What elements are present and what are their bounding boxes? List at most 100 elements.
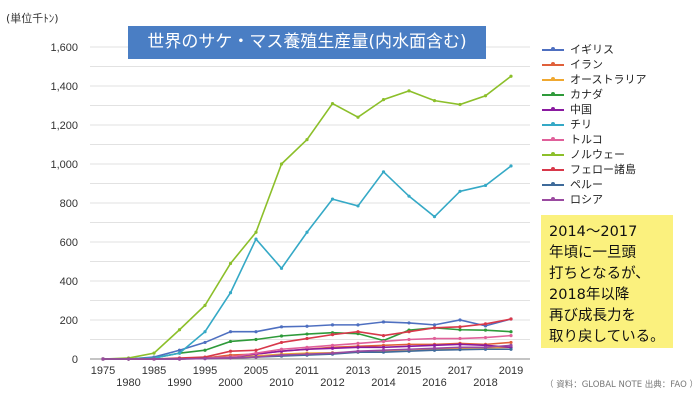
data-point bbox=[509, 334, 513, 338]
data-point bbox=[483, 345, 488, 349]
legend-item: オーストラリア bbox=[542, 72, 646, 87]
data-point bbox=[509, 343, 513, 347]
data-point bbox=[203, 348, 207, 352]
legend-swatch bbox=[542, 152, 564, 156]
data-point bbox=[407, 321, 411, 325]
x-tick-label: 1995 bbox=[193, 365, 217, 377]
data-point bbox=[254, 355, 258, 359]
data-point bbox=[279, 353, 284, 357]
data-point bbox=[126, 357, 131, 361]
data-point bbox=[509, 317, 513, 321]
source-note: （ 資料：GLOBAL NOTE 出典：FAO ） bbox=[545, 380, 698, 390]
data-point bbox=[254, 237, 258, 241]
x-tick-label: 2015 bbox=[397, 365, 421, 377]
legend-item: イラン bbox=[542, 57, 646, 72]
data-point bbox=[381, 320, 386, 324]
y-tick-label: 1,400 bbox=[50, 81, 78, 93]
legend-label: 中国 bbox=[570, 103, 592, 116]
data-point bbox=[356, 345, 360, 349]
x-tick-label: 2016 bbox=[422, 377, 446, 389]
data-point bbox=[407, 89, 411, 93]
data-point bbox=[458, 328, 462, 332]
y-tick-label: 1,200 bbox=[50, 120, 78, 132]
data-point bbox=[305, 324, 309, 328]
data-point bbox=[407, 194, 411, 198]
data-point bbox=[305, 352, 309, 356]
data-point bbox=[432, 215, 437, 219]
legend-label: ロシア bbox=[570, 193, 603, 206]
legend-item: イギリス bbox=[542, 42, 646, 57]
data-point bbox=[305, 332, 309, 336]
data-point bbox=[407, 344, 411, 348]
data-point bbox=[458, 318, 462, 322]
legend-swatch bbox=[542, 107, 564, 111]
x-tick-label: 2012 bbox=[320, 377, 344, 389]
data-point bbox=[228, 339, 233, 344]
data-point bbox=[356, 349, 360, 353]
legend-swatch bbox=[542, 92, 564, 96]
y-tick-label: 1,000 bbox=[50, 159, 78, 171]
data-point bbox=[254, 351, 258, 355]
data-point bbox=[381, 334, 386, 338]
data-point bbox=[483, 322, 488, 326]
data-point bbox=[432, 99, 437, 103]
data-point bbox=[330, 197, 335, 201]
data-point bbox=[509, 340, 513, 345]
data-point bbox=[330, 333, 335, 337]
data-point bbox=[228, 356, 233, 360]
data-point bbox=[407, 337, 411, 342]
data-point bbox=[432, 346, 437, 350]
legend-swatch bbox=[542, 62, 564, 66]
data-point bbox=[279, 334, 284, 338]
legend-item: 中国 bbox=[542, 102, 646, 117]
data-point bbox=[152, 351, 156, 355]
legend-item: ペルー bbox=[542, 177, 646, 192]
x-tick-label: 2018 bbox=[473, 377, 497, 389]
data-point bbox=[483, 183, 488, 188]
legend-label: ペルー bbox=[570, 178, 603, 191]
legend-item: カナダ bbox=[542, 87, 646, 102]
data-point bbox=[254, 330, 258, 334]
data-point bbox=[483, 335, 488, 340]
data-point bbox=[509, 164, 513, 168]
x-tick-label: 2011 bbox=[295, 365, 319, 377]
legend-swatch bbox=[542, 122, 564, 126]
data-point bbox=[381, 348, 386, 352]
data-point bbox=[458, 325, 462, 329]
data-point bbox=[101, 357, 105, 361]
data-point bbox=[305, 230, 309, 234]
legend-label: トルコ bbox=[570, 133, 603, 146]
data-point bbox=[203, 330, 207, 334]
data-point bbox=[458, 189, 462, 193]
legend-swatch bbox=[542, 182, 564, 186]
data-point bbox=[356, 115, 360, 119]
data-point bbox=[177, 357, 182, 361]
legend: イギリス イラン オーストラリア カナダ 中国 チリ トルコ ノルウェー フェロー諸島 ペルー ロシ… bbox=[542, 42, 646, 207]
x-tick-label: 1990 bbox=[167, 377, 191, 389]
data-point bbox=[356, 341, 360, 345]
data-point bbox=[432, 326, 437, 330]
legend-item: ノルウェー bbox=[542, 147, 646, 162]
data-point bbox=[330, 351, 335, 355]
y-tick-label: 800 bbox=[60, 198, 78, 210]
data-point bbox=[458, 342, 462, 346]
annotation-box: 2014～2017 年頃に一旦頭 打ちとなるが、 2018年以降 再び成長力を … bbox=[541, 215, 673, 348]
legend-item: トルコ bbox=[542, 132, 646, 147]
data-point bbox=[305, 138, 309, 142]
data-point bbox=[356, 204, 360, 208]
series-line bbox=[102, 75, 512, 360]
x-tick-label: 2000 bbox=[218, 377, 242, 389]
legend-item: チリ bbox=[542, 117, 646, 132]
data-point bbox=[177, 351, 182, 355]
legend-label: イラン bbox=[570, 58, 603, 71]
chart-title: 世界のサケ・マス養殖生産量(内水面含む) bbox=[128, 26, 486, 59]
legend-label: オーストラリア bbox=[570, 73, 647, 86]
data-point bbox=[509, 347, 513, 351]
data-point bbox=[483, 94, 488, 98]
x-tick-label: 1985 bbox=[142, 365, 166, 377]
data-point bbox=[279, 266, 284, 270]
data-point bbox=[279, 162, 284, 166]
data-point bbox=[330, 101, 335, 106]
data-point bbox=[228, 261, 233, 266]
data-point bbox=[458, 348, 462, 352]
